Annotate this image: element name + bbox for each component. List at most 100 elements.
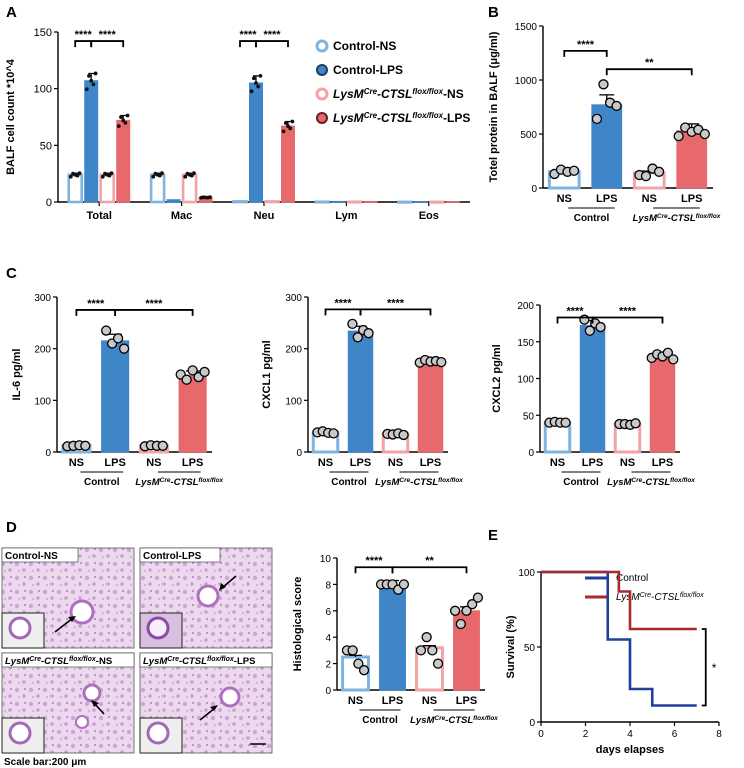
panel-a-bar xyxy=(181,173,198,204)
panel-b-chart-x-tick-label: LPS xyxy=(596,193,617,205)
panel-c-il6-chart-data-point xyxy=(118,343,130,354)
panel-c-cxcl2-chart-data-point xyxy=(560,417,571,428)
panel-a-y-tick-label: 0 xyxy=(46,197,52,209)
panel-a-bar xyxy=(428,200,445,204)
panel-a-data-point xyxy=(109,171,114,176)
panel-b-chart-y-tick-label: 500 xyxy=(520,130,537,141)
panel-e-x-tick-label: 8 xyxy=(716,729,722,740)
micrograph-label-control-lps: Control-LPS xyxy=(143,551,202,562)
panel-e-bracket xyxy=(701,628,707,707)
panel-a-x-tick-label: Lym xyxy=(335,210,357,222)
panel-label-e: E xyxy=(488,527,498,544)
panel-c-cxcl1-chart-x-tick-label: NS xyxy=(388,457,403,469)
panel-c-cxcl2-chart-data-point xyxy=(668,354,679,365)
panel-a-y-tick-label: 50 xyxy=(40,140,52,152)
panel-label-d: D xyxy=(6,519,17,536)
panel-c-il6-chart-y-tick-label: 100 xyxy=(34,396,51,407)
panel-b-chart-data-point xyxy=(591,113,603,125)
panel-a-bar xyxy=(99,173,115,204)
scale-bar-label: Scale bar:200 μm xyxy=(4,757,86,768)
panel-c-cxcl2-chart-bar xyxy=(579,325,606,453)
micrograph-label-ko-lps: LysMCre-CTSLflox/flox-LPS xyxy=(143,656,255,667)
panel-a-data-point xyxy=(151,174,156,179)
panel-c-cxcl2-chart-y-tick-label: 100 xyxy=(517,375,534,386)
panel-a-data-point xyxy=(107,173,112,178)
panel-c-il6-chart-group-label-control: Control xyxy=(84,477,120,488)
panel-c-cxcl1-chart-data-point xyxy=(352,332,363,343)
panel-a-bar xyxy=(445,201,460,203)
panel-b-chart-y-tick-label: 0 xyxy=(531,184,537,195)
panel-d-histology-chart-y-tick-label: 4 xyxy=(325,633,331,644)
panel-a-bar xyxy=(331,200,346,203)
panel-a-data-point xyxy=(251,76,256,81)
panel-c-cxcl1-chart-x-tick-label: LPS xyxy=(350,457,371,469)
panel-e-y-tick-label: 50 xyxy=(524,643,536,654)
panel-b-chart-significance: **** xyxy=(577,39,595,51)
panel-a-data-point xyxy=(288,126,293,131)
panel-a-bar xyxy=(249,82,263,203)
panel-a-data-point xyxy=(84,87,89,92)
panel-c-cxcl1-chart-group-label-control: Control xyxy=(331,477,367,488)
panel-e-y-tick-label: 0 xyxy=(529,718,535,729)
panel-c-il6-chart-bracket xyxy=(75,309,117,316)
panel-e-x-axis-label: days elapses xyxy=(596,744,665,756)
panel-d-histology-chart-x-tick-label: NS xyxy=(422,695,437,707)
panel-c-cxcl2-chart-data-point xyxy=(662,347,674,358)
panel-c-cxcl1-chart-y-tick-label: 100 xyxy=(285,396,302,407)
panel-a-data-point xyxy=(254,81,258,85)
panel-a-bar xyxy=(363,200,378,203)
panel-a-data-point xyxy=(160,171,164,176)
panel-d-histology-chart: 0 2 4 6 8 10 Histological score NS LPS NS LPS Contr… xyxy=(292,554,498,726)
panel-a-legend: Control-NS Control-LPS LysMCre-CTSLflox/… xyxy=(315,39,470,125)
panel-a-significance: **** xyxy=(239,29,257,41)
panel-b-chart: 0 500 1000 1500 Totel protein in BALF (μg/ml… xyxy=(488,22,721,224)
panel-a-bracket xyxy=(239,40,257,48)
panel-a-x-tick-label: Total xyxy=(86,210,111,222)
panel-c-il6-chart-significance: **** xyxy=(87,298,105,310)
panel-d-histology-chart-data-point xyxy=(398,579,410,590)
micrograph-arrow xyxy=(54,617,74,633)
panel-c-il6-chart-x-tick-label: LPS xyxy=(104,457,125,469)
panel-c-il6-chart-data-point xyxy=(101,325,112,336)
panel-d-histology-chart-group-label-ko: LysMCre-CTSLflox/flox xyxy=(410,715,498,726)
panel-c-cxcl2-chart-data-point xyxy=(584,325,595,336)
micrograph-label-ko-ns: LysMCre-CTSLflox/flox-NS xyxy=(5,656,112,667)
panel-a-data-point xyxy=(256,84,261,89)
panel-e-survival-line xyxy=(541,570,697,631)
panel-b-chart-x-tick-label: NS xyxy=(557,193,572,205)
panel-a-bar xyxy=(67,173,83,204)
micrograph-control-lps: Control-LPS xyxy=(139,547,273,649)
panel-c-il6-chart-data-point xyxy=(80,440,91,451)
panel-a-data-point xyxy=(189,173,194,178)
panel-b-chart-bracket xyxy=(563,49,608,57)
panel-d-histology-chart-data-point xyxy=(353,658,364,669)
panel-c-cxcl1-chart-bar xyxy=(347,330,374,453)
panel-d-histology-chart-y-tick-label: 0 xyxy=(325,686,331,697)
panel-b-chart-bracket xyxy=(605,68,693,76)
panel-d-histology-chart-data-point xyxy=(432,658,444,669)
panel-e-x-tick-label: 6 xyxy=(672,729,678,740)
panel-a-data-point xyxy=(125,113,130,118)
panel-a-data-point xyxy=(93,71,98,76)
panel-a-bar xyxy=(314,200,331,204)
panel-b-chart-data-point xyxy=(673,131,684,142)
panel-c-cxcl1-chart-data-point xyxy=(436,356,447,368)
panel-e-legend: Control LysMCre-CTSLflox/flox xyxy=(585,573,704,603)
panel-c-il6-chart-y-axis-label: IL-6 pg/ml xyxy=(11,349,23,401)
panel-a-data-point xyxy=(281,129,286,134)
panel-c-cxcl1-chart-data-point xyxy=(398,429,409,441)
panel-a-data-point xyxy=(121,118,126,123)
panel-b-chart-group-label-ko: LysMCre-CTSLflox/flox xyxy=(633,213,721,224)
micrograph-control-ns: Control-NS xyxy=(1,547,135,649)
panel-c-cxcl2-chart-group-label-control: Control xyxy=(563,477,599,488)
panel-a-y-tick-label: 100 xyxy=(34,84,52,96)
panel-c-cxcl2-chart-y-tick-label: 50 xyxy=(523,411,535,422)
panel-c-cxcl2-chart-y-tick-label: 200 xyxy=(517,301,534,312)
panel-c-cxcl2-chart-x-tick-label: NS xyxy=(620,457,635,469)
panel-c-cxcl1-chart-x-tick-label: NS xyxy=(318,457,333,469)
panel-d-histology-chart-data-point xyxy=(358,665,370,676)
panel-d-histology-chart-bar xyxy=(379,585,406,691)
panel-a-data-point xyxy=(123,120,128,125)
panel-c-il6-chart-x-tick-label: NS xyxy=(69,457,84,469)
